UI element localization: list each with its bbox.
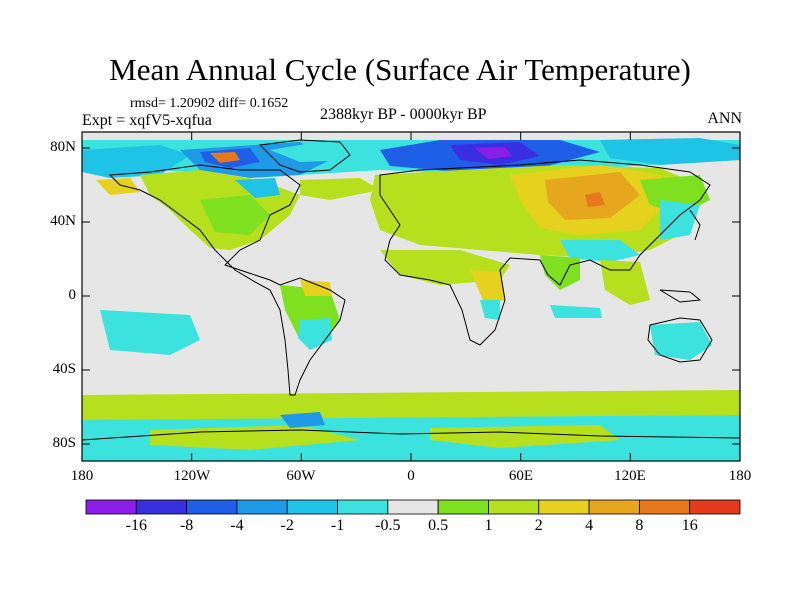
central-asia-core (585, 192, 605, 207)
colorbar-label: 2 (534, 517, 543, 534)
colorbar-box (488, 499, 540, 515)
weddell-cool (280, 412, 325, 428)
eurasia-africa-coast (379, 159, 711, 346)
colorbar-box (85, 499, 137, 515)
colorbar-label: -1 (330, 517, 345, 534)
colorbar-box (236, 499, 288, 515)
stats-text: rmsd= 1.20902 diff= 0.1652 (130, 96, 289, 111)
colorbar-box (286, 499, 338, 515)
tibet-cool (560, 240, 640, 262)
colorbar-box (337, 499, 389, 515)
colorbar-label: 16 (681, 517, 698, 534)
period-label: 2388kyr BP - 0000kyr BP (320, 106, 487, 123)
lat-label-40n: 40N (50, 213, 76, 229)
lon-label-60w: 60W (286, 468, 316, 484)
colorbar-label: 0.5 (428, 517, 449, 534)
indonesia-coast (659, 289, 702, 303)
japan-coast (689, 209, 701, 241)
colorbar-label: 1 (484, 517, 493, 534)
colorbar-label: -0.5 (375, 517, 401, 534)
antarctic-warm-2 (430, 425, 620, 448)
se-asia-field (600, 260, 650, 305)
colorbar-label: -2 (280, 517, 294, 534)
amazon-warm (300, 280, 332, 296)
usa-field (200, 195, 270, 235)
experiment-label: Expt = xqfV5-xqfua (82, 112, 212, 129)
season-label: ANN (707, 110, 742, 127)
axis-ticks (82, 132, 740, 461)
colorbar-label: -4 (230, 517, 244, 534)
india-field (540, 255, 580, 290)
coastlines (82, 139, 740, 441)
map-fields (82, 132, 740, 461)
lon-label-180e: 180 (728, 468, 752, 484)
lat-label-0: 0 (68, 287, 77, 303)
australia-cool (650, 322, 712, 360)
americas-coast (108, 164, 346, 396)
colorbar-label: -8 (179, 517, 194, 534)
lat-label-40s: 40S (52, 361, 76, 377)
colorbar-box (135, 499, 188, 515)
lon-label-120e: 120E (614, 468, 646, 484)
colorbar-box (387, 499, 439, 515)
antarctica-coast (82, 429, 740, 441)
colorbar-box (186, 499, 238, 515)
hudson-anomaly (235, 178, 280, 198)
colorbar-label: -16 (125, 517, 147, 534)
lon-label-60e: 60E (508, 468, 534, 484)
greenland-coast (258, 139, 351, 173)
north-atlantic-band (300, 178, 380, 200)
indian-ocean-cool (550, 305, 602, 318)
australia-coast (647, 317, 713, 363)
colorbar-label: 4 (585, 517, 594, 534)
lat-label-80n: 80N (50, 139, 76, 155)
greenland-field (270, 140, 360, 162)
colorbar-box (588, 499, 640, 515)
lon-label-120w: 120W (173, 468, 211, 484)
colorbar-box (437, 499, 489, 515)
siberian-arctic (600, 138, 740, 165)
colorbar-box (638, 499, 691, 515)
colorbar (85, 499, 741, 515)
lon-label-0: 0 (407, 468, 415, 484)
colorbar-label: 8 (635, 517, 644, 534)
kara-min (475, 147, 512, 159)
colorbar-box (538, 499, 590, 515)
canada-warm-spot (210, 152, 240, 163)
map-title: Mean Annual Cycle (Surface Air Temperatu… (109, 52, 691, 87)
colorbar-box (689, 499, 741, 515)
bering-warm (96, 178, 140, 195)
lon-label-180w: 180 (70, 468, 94, 484)
east-africa-warm (470, 270, 505, 305)
lat-label-80s: 80S (52, 435, 76, 451)
antarctic-warm-1 (150, 425, 360, 450)
east-africa-cool (480, 300, 500, 320)
south-pacific-cool (100, 310, 200, 355)
